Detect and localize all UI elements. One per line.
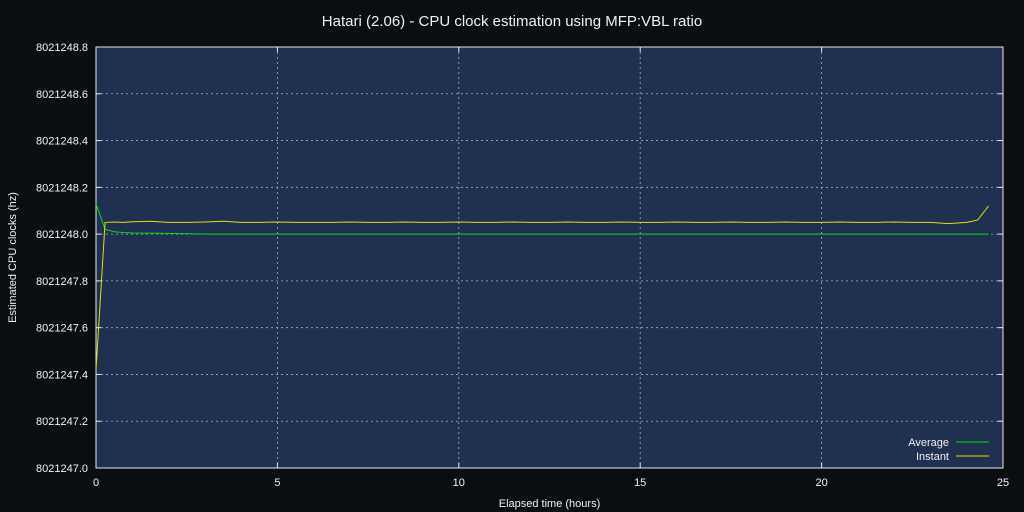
x-axis-ticks: 0 5 10 15 20 25 (93, 47, 1009, 489)
y-tick-label: 8021248.2 (36, 182, 88, 194)
y-tick-label: 8021247.6 (36, 323, 88, 335)
x-tick-label: 20 (815, 477, 827, 489)
y-tick-label: 8021248.0 (36, 229, 88, 241)
y-axis-ticks: 8021247.0 8021247.2 8021247.4 8021247.6 8021… (36, 42, 1003, 475)
series-line-average (95, 203, 989, 235)
legend: Average Instant (908, 437, 989, 463)
y-tick-label: 8021248.6 (36, 89, 88, 101)
x-tick-label: 15 (634, 477, 646, 489)
series-lines (95, 203, 989, 370)
legend-label: Average (908, 437, 949, 449)
y-tick-label: 8021248.8 (36, 42, 88, 54)
chart-title: Hatari (2.06) - CPU clock estimation usi… (322, 13, 702, 30)
x-tick-label: 0 (93, 477, 99, 489)
y-tick-label: 8021247.0 (36, 463, 88, 475)
legend-label: Instant (916, 451, 949, 463)
x-tick-label: 5 (274, 477, 280, 489)
plot-border (95, 46, 1004, 469)
series-line-instant (95, 205, 989, 370)
y-tick-label: 8021247.4 (36, 369, 88, 381)
x-tick-label: 10 (453, 477, 465, 489)
plot-area (96, 47, 1003, 468)
x-tick-label: 25 (997, 477, 1009, 489)
x-axis-label: Elapsed time (hours) (499, 498, 601, 510)
y-tick-label: 8021247.2 (36, 416, 88, 428)
y-tick-label: 8021248.4 (36, 136, 88, 148)
y-axis-label: Estimated CPU clocks (hz) (7, 192, 19, 323)
y-tick-label: 8021247.8 (36, 276, 88, 288)
